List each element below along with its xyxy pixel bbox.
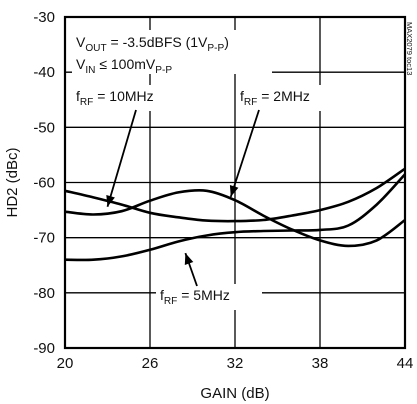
y-tick-label: -30 bbox=[33, 9, 55, 26]
x-tick-label: 20 bbox=[57, 355, 74, 372]
label-5mhz: fRF = 5MHz bbox=[160, 287, 230, 307]
label-5mhz-arrowhead bbox=[184, 253, 194, 265]
conditions-background bbox=[72, 30, 272, 74]
y-tick-label: -80 bbox=[33, 285, 55, 302]
label-10mhz: fRF = 10MHz bbox=[76, 88, 154, 108]
test-conditions: VOUT = -3.5dBFS (1VP-P)VIN ≤ 100mVP-P bbox=[72, 30, 272, 76]
condition-vin: VIN ≤ 100mVP-P bbox=[76, 56, 172, 76]
y-tick-label: -40 bbox=[33, 64, 55, 81]
x-tick-label: 32 bbox=[227, 355, 244, 372]
series-5mhz-line bbox=[64, 173, 406, 262]
x-tick-label: 38 bbox=[312, 355, 329, 372]
label-10mhz-leader bbox=[106, 109, 137, 208]
series-10mhz-line bbox=[64, 167, 406, 223]
condition-vout: VOUT = -3.5dBFS (1VP-P) bbox=[76, 34, 229, 54]
plot-frame bbox=[63, 15, 407, 350]
label-2mhz-leader bbox=[229, 109, 260, 198]
y-tick-label: -60 bbox=[33, 175, 55, 192]
y-tick-label: -50 bbox=[33, 119, 55, 136]
series-annotations: fRF = 10MHz fRF = 2MHz fRF = 5MHz bbox=[72, 85, 346, 310]
y-tick-label: -90 bbox=[33, 340, 55, 357]
label-10mhz-background bbox=[72, 85, 196, 111]
label-2mhz: fRF = 2MHz bbox=[240, 88, 310, 108]
label-2mhz-arrowhead bbox=[229, 185, 239, 197]
label-5mhz-background bbox=[156, 284, 262, 310]
tick-labels: 20 26 32 38 44 -30 -40 -50 -60 -70 -80 -90 bbox=[33, 9, 413, 372]
watermark: MAX2079 toc13 bbox=[405, 22, 414, 75]
series-2mhz-line bbox=[64, 188, 406, 248]
label-2mhz-background bbox=[236, 85, 346, 111]
y-tick-label: -70 bbox=[33, 230, 55, 247]
label-10mhz-arrowhead bbox=[106, 195, 115, 207]
series-lines bbox=[64, 167, 406, 262]
x-tick-label: 26 bbox=[142, 355, 159, 372]
x-axis-label: GAIN (dB) bbox=[200, 385, 269, 402]
y-axis-label: HD2 (dBc) bbox=[4, 147, 21, 217]
x-tick-label: 44 bbox=[397, 355, 414, 372]
